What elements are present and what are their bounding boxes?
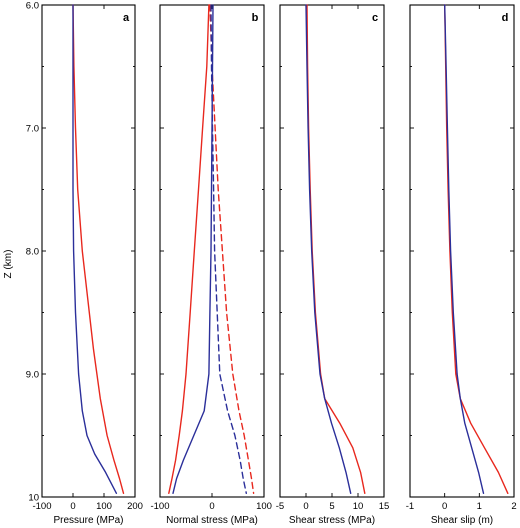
x-tick-label: 1	[477, 501, 482, 512]
panel-b-series-blue-dashed	[210, 4, 248, 494]
panel-a-frame	[41, 4, 136, 498]
x-tick-label: 0	[70, 501, 75, 512]
x-tick-label: 100	[256, 501, 272, 512]
panel-c-series-red-solid	[306, 4, 366, 494]
x-tick-label: 0	[303, 501, 308, 512]
x-tick-label: -1	[406, 501, 414, 512]
x-tick-label: 15	[379, 501, 390, 512]
panel-a: -100 0 100 200 6.0 7.0 8.0 9.0 10 a Pressure (MPa)	[26, 1, 143, 527]
y-tick-label: 9.0	[26, 370, 39, 381]
panel-d-series-blue-solid	[444, 4, 485, 494]
y-tick-label: 7.0	[26, 124, 39, 135]
y-tick-label: 10	[28, 493, 39, 504]
x-tick-label: 10	[353, 501, 364, 512]
panel-a-series-blue-solid	[72, 4, 118, 494]
x-axis-label: Shear stress (MPa)	[289, 515, 375, 526]
panel-b: -100 0 100 b Normal stress (MPa)	[150, 4, 272, 526]
panel-a-series-red-solid	[72, 4, 125, 494]
x-tick-label: 200	[127, 501, 143, 512]
x-tick-label: 100	[96, 501, 112, 512]
panel-b-series-red-dashed	[209, 4, 255, 494]
panel-c: -5 0 5 10 15 c Shear stress (MPa)	[276, 4, 390, 526]
panel-letter: b	[252, 12, 259, 24]
panel-letter: d	[502, 12, 509, 24]
panel-b-series-red-solid	[168, 4, 210, 494]
panel-d: -1 0 1 2 d Shear slip (m)	[406, 4, 517, 526]
x-axis-label: Normal stress (MPa)	[166, 515, 258, 526]
x-axis-label: Pressure (MPa)	[53, 515, 123, 526]
panel-d-series-red-solid	[444, 4, 509, 494]
x-tick-label: -100	[32, 501, 51, 512]
x-tick-label: -5	[276, 501, 284, 512]
y-axis-label: Z (km)	[3, 250, 14, 279]
x-tick-label: 2	[511, 501, 516, 512]
x-axis-label: Shear slip (m)	[431, 515, 493, 526]
x-tick-label: 0	[209, 501, 214, 512]
y-tick-label: 6.0	[26, 1, 39, 12]
x-tick-label: -100	[150, 501, 169, 512]
panel-b-series-blue-solid	[172, 4, 214, 494]
y-tick-label: 8.0	[26, 247, 39, 258]
x-tick-label: 0	[442, 501, 447, 512]
panel-letter: c	[372, 12, 378, 24]
panel-letter: a	[123, 12, 130, 24]
panel-d-frame	[409, 4, 515, 498]
panel-c-series-blue-solid	[305, 4, 352, 494]
x-tick-label: 5	[329, 501, 334, 512]
